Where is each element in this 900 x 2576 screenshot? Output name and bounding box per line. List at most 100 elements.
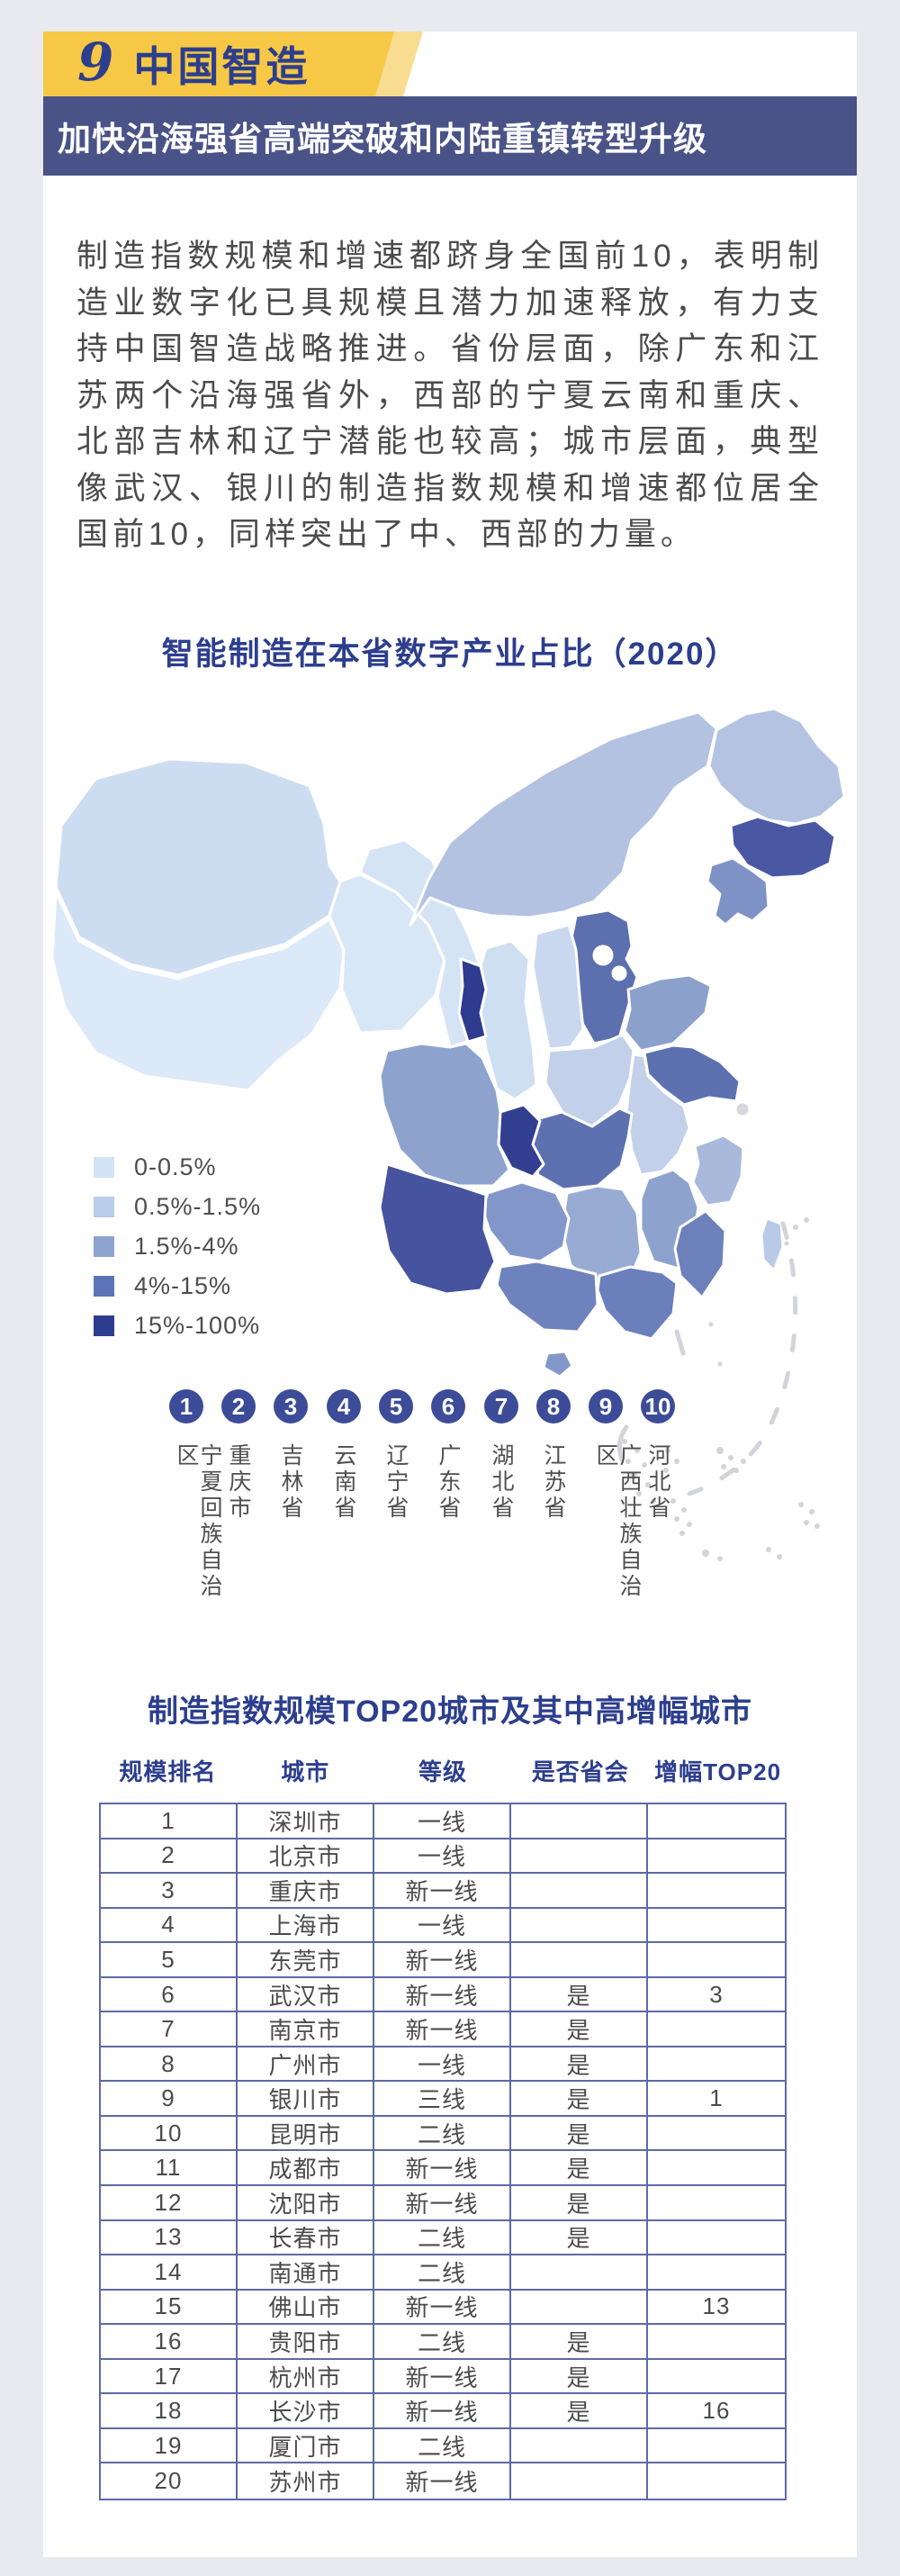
table-cell: 1 bbox=[648, 2082, 785, 2117]
legend-swatch bbox=[94, 1315, 114, 1336]
header-yellow-banner: 9 中国智造 bbox=[43, 32, 857, 96]
table-cell: 新一线 bbox=[374, 2012, 511, 2047]
legend-item: 1.5%-4% bbox=[94, 1233, 261, 1260]
header-row: 9 中国智造 bbox=[77, 32, 310, 96]
table-cell: 是 bbox=[511, 2012, 648, 2047]
legend-label: 0.5%-1.5% bbox=[134, 1193, 262, 1220]
province-shanghai bbox=[734, 1100, 752, 1118]
rank-circle: 9 bbox=[589, 1389, 623, 1424]
table-cell bbox=[511, 2290, 648, 2326]
table-cell bbox=[648, 2255, 785, 2291]
table-cell: 6 bbox=[101, 1977, 238, 2013]
province-ningxia bbox=[457, 957, 488, 1044]
table-cell: 苏州市 bbox=[238, 2463, 374, 2499]
subtitle-banner: 加快沿海强省高端突破和内陆重镇转型升级 bbox=[43, 96, 857, 176]
table-cell: 杭州市 bbox=[238, 2359, 374, 2395]
yellow-banner-shape bbox=[43, 32, 394, 96]
table-title: 制造指数规模TOP20城市及其中高增幅城市 bbox=[147, 1695, 753, 1729]
table-cell: 贵阳市 bbox=[238, 2325, 374, 2360]
rank-province-label: 湖北省 bbox=[489, 1443, 514, 1522]
subtitle-text: 加快沿海强省高端突破和内陆重镇转型升级 bbox=[58, 121, 707, 158]
table-cell: 20 bbox=[101, 2463, 238, 2499]
province-hainan bbox=[542, 1350, 574, 1378]
table-cell: 7 bbox=[101, 2012, 238, 2047]
table-cell bbox=[648, 1804, 785, 1839]
rank-province-label: 广西壮族自治区 bbox=[593, 1443, 642, 1600]
legend-label: 15%-100% bbox=[134, 1312, 261, 1339]
legend-item: 4%-15% bbox=[94, 1272, 261, 1299]
table-cell: 8 bbox=[101, 2047, 238, 2083]
table-cell bbox=[511, 2428, 648, 2464]
table-cell: 三线 bbox=[374, 2082, 511, 2117]
china-choropleth-map: 0-0.5% 0.5%-1.5% 1.5%-4% 4%-15% 15%-100% 1 宁夏… bbox=[43, 689, 857, 1603]
table-cell bbox=[648, 1874, 785, 1909]
table-cell: 是 bbox=[511, 2325, 648, 2360]
province-fujian bbox=[673, 1209, 727, 1299]
table-column-header: 城市 bbox=[281, 1758, 330, 1785]
table-cell: 是 bbox=[511, 2151, 648, 2187]
legend-swatch bbox=[94, 1236, 114, 1257]
table-cell bbox=[511, 1874, 648, 1909]
table-cell: 4 bbox=[101, 1908, 238, 1944]
table-cell bbox=[648, 2360, 785, 2395]
table-cell: 上海市 bbox=[238, 1908, 374, 1944]
table-cell bbox=[648, 2151, 785, 2187]
table-cell: 5 bbox=[101, 1943, 238, 1978]
rank-province-label: 广东省 bbox=[436, 1443, 461, 1522]
table-cell: 16 bbox=[648, 2394, 785, 2429]
table-cell: 深圳市 bbox=[238, 1804, 374, 1839]
table-cell: 13 bbox=[101, 2220, 238, 2256]
map-chart-title: 智能制造在本省数字产业占比（2020） bbox=[161, 637, 739, 672]
top20-cities-table: 1 深圳市 一线 2 北京市 一线 3 重庆市 新一线 4 上海市 一线 5 东莞市 新一线 6 武汉市 新一线是… bbox=[99, 1803, 787, 2500]
table-cell: 北京市 bbox=[238, 1839, 374, 1875]
table-cell: 二线 bbox=[374, 2428, 511, 2464]
province-zhejiang bbox=[691, 1134, 745, 1207]
table-cell: 新一线 bbox=[374, 1874, 511, 1909]
table-cell: 14 bbox=[101, 2255, 238, 2291]
table-cell: 19 bbox=[101, 2428, 238, 2464]
rank-province-label: 河北省 bbox=[645, 1443, 670, 1522]
table-cell: 昆明市 bbox=[238, 2116, 374, 2152]
table-cell: 新一线 bbox=[374, 2394, 511, 2429]
table-cell bbox=[648, 2429, 785, 2464]
table-cell bbox=[511, 2255, 648, 2291]
table-cell: 新一线 bbox=[374, 2463, 511, 2499]
province-tibet bbox=[50, 890, 346, 1092]
table-cell: 南通市 bbox=[238, 2255, 374, 2291]
province-yunnan bbox=[378, 1162, 497, 1296]
province-taiwan bbox=[760, 1216, 785, 1272]
rank-circle: 3 bbox=[274, 1389, 308, 1424]
table-cell: 二线 bbox=[374, 2220, 511, 2256]
table-cell: 南京市 bbox=[238, 2012, 374, 2047]
legend-item: 15%-100% bbox=[94, 1312, 261, 1339]
table-cell bbox=[511, 1908, 648, 1944]
table-cell bbox=[648, 2117, 785, 2152]
table-column-header: 是否省会 bbox=[531, 1758, 629, 1785]
rank-province-label: 宁夏回族自治区 bbox=[174, 1443, 222, 1600]
table-cell: 一线 bbox=[374, 2047, 511, 2083]
rank-circle: 5 bbox=[379, 1389, 413, 1424]
table-cell: 新一线 bbox=[374, 2151, 511, 2187]
province-shanxi bbox=[531, 923, 585, 1051]
province-liaoning bbox=[706, 856, 770, 926]
table-cell bbox=[648, 1909, 785, 1944]
table-cell: 16 bbox=[101, 2325, 238, 2360]
table-cell bbox=[648, 1943, 785, 1978]
province-guizhou bbox=[481, 1180, 571, 1263]
table-cell: 是 bbox=[511, 2116, 648, 2152]
china-map-svg bbox=[50, 707, 846, 1561]
rank-circle: 8 bbox=[536, 1389, 571, 1424]
table-cell bbox=[648, 2463, 785, 2499]
section-number: 9 bbox=[77, 32, 114, 93]
table-cell: 13 bbox=[648, 2291, 785, 2326]
province-hubei bbox=[527, 1107, 634, 1191]
table-cell: 一线 bbox=[374, 1839, 511, 1875]
province-shandong bbox=[623, 973, 713, 1053]
table-cell: 1 bbox=[101, 1804, 238, 1839]
table-cell: 新一线 bbox=[374, 1977, 511, 2013]
rank-province-label: 江苏省 bbox=[541, 1443, 566, 1522]
table-cell: 18 bbox=[101, 2394, 238, 2429]
table-cell: 武汉市 bbox=[238, 1977, 374, 2013]
sea-islands-dots bbox=[622, 1217, 820, 1561]
